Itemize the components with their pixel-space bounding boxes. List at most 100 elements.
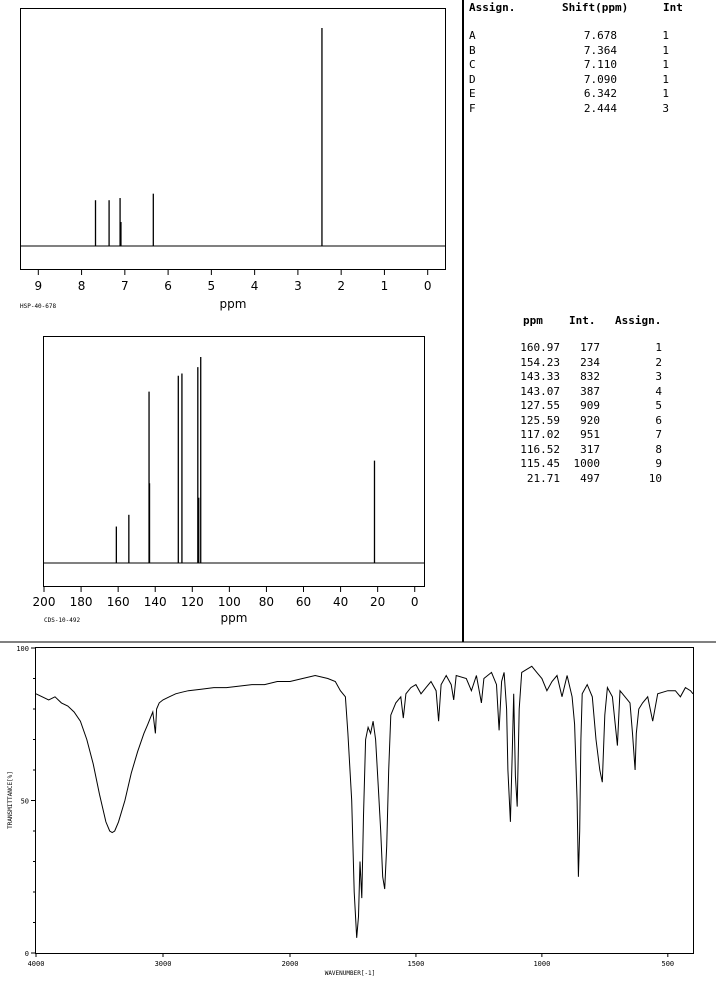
c-nmr-cell-ppm: 117.02 bbox=[520, 428, 560, 441]
c-nmr-tick-label: 100 bbox=[218, 595, 241, 609]
h-nmr-cell-assign: E bbox=[469, 87, 476, 100]
c-nmr-cell-int: 832 bbox=[580, 370, 600, 383]
h-nmr-cell-shift: 6.342 bbox=[583, 87, 617, 100]
h-nmr-header-int: Int bbox=[663, 1, 683, 14]
h-nmr-tick-label: 7 bbox=[121, 279, 129, 293]
c-nmr-cell-int: 920 bbox=[580, 413, 600, 427]
c-nmr-tick-label: 40 bbox=[333, 595, 348, 609]
table-row: B 7.364 1 bbox=[469, 44, 709, 59]
c-nmr-tick-label: 120 bbox=[181, 595, 204, 609]
table-row: 143.07 387 4 bbox=[505, 385, 705, 400]
h-nmr-cell-shift: 7.090 bbox=[583, 72, 617, 86]
c-nmr-tick-label: 180 bbox=[70, 595, 93, 609]
c-nmr-header-ppm: ppm bbox=[523, 314, 543, 327]
h-nmr-tick-label: 8 bbox=[78, 279, 86, 293]
h-nmr-xlabel: ppm bbox=[220, 297, 247, 311]
ir-transmittance-curve bbox=[35, 665, 694, 938]
h-nmr-cell-int: 3 bbox=[662, 101, 669, 115]
h-nmr-cell-int: 1 bbox=[662, 58, 669, 71]
c-nmr-cell-ppm: 154.23 bbox=[520, 355, 560, 369]
h-nmr-tick-label: 9 bbox=[34, 279, 42, 293]
ir-y-tick-label: 50 bbox=[21, 798, 29, 806]
table-row: 160.97 177 1 bbox=[505, 341, 705, 356]
table-row: F 2.444 3 bbox=[469, 102, 709, 117]
h-nmr-tick-label: 0 bbox=[424, 279, 432, 293]
table-row: 125.59 920 6 bbox=[505, 414, 705, 429]
table-row: 115.45 1000 9 bbox=[505, 457, 705, 472]
h-nmr-cell-assign: F bbox=[469, 101, 476, 115]
c-nmr-cell-int: 387 bbox=[580, 384, 600, 398]
c-nmr-cell-int: 317 bbox=[580, 442, 600, 456]
c-nmr-cell-assign: 10 bbox=[648, 471, 662, 485]
h-nmr-rows: A 7.678 1 B 7.364 1 C 7.110 1 D 7.090 1 E 6.342 1 F 2.44… bbox=[469, 29, 709, 116]
h-nmr-tick-label: 3 bbox=[294, 279, 302, 293]
h-nmr-tick-label: 5 bbox=[208, 279, 216, 293]
ir-x-tick-label: 500 bbox=[661, 960, 674, 968]
ir-frame bbox=[35, 647, 694, 954]
h-nmr-cell-int: 1 bbox=[662, 87, 669, 100]
h-nmr-cell-int: 1 bbox=[662, 43, 669, 57]
table-row: A 7.678 1 bbox=[469, 29, 709, 44]
h-nmr-frame bbox=[20, 8, 446, 270]
c-nmr-cell-assign: 7 bbox=[655, 428, 662, 441]
c-nmr-cell-int: 951 bbox=[580, 428, 600, 441]
c-nmr-header-int: Int. bbox=[569, 314, 596, 327]
c-nmr-cell-int: 234 bbox=[580, 355, 600, 369]
c-nmr-cell-int: 1000 bbox=[573, 457, 601, 470]
c-nmr-cell-assign: 4 bbox=[655, 384, 662, 398]
table-row: 143.33 832 3 bbox=[505, 370, 705, 385]
c-nmr-xlabel: ppm bbox=[221, 611, 248, 625]
c-nmr-tick-label: 80 bbox=[259, 595, 274, 609]
c-nmr-tick-label: 160 bbox=[107, 595, 130, 609]
h-nmr-tick-label: 6 bbox=[164, 279, 172, 293]
c-nmr-cell-assign: 9 bbox=[655, 457, 662, 470]
c-nmr-cell-ppm: 143.33 bbox=[520, 370, 560, 383]
h-nmr-tick-label: 2 bbox=[337, 279, 345, 293]
h-nmr-cell-assign: C bbox=[469, 58, 476, 71]
c-nmr-tick-label: 60 bbox=[296, 595, 311, 609]
c-nmr-tick-label: 140 bbox=[144, 595, 167, 609]
h-nmr-cell-int: 1 bbox=[662, 29, 669, 42]
h-nmr-cell-assign: B bbox=[469, 43, 476, 57]
h-nmr-tick-label: 4 bbox=[251, 279, 259, 293]
c-nmr-spectrum: 200 180 160 140 120 100 80 60 40 20 0 ppm CDS-10-4… bbox=[33, 336, 425, 625]
c-nmr-cell-int: 909 bbox=[580, 399, 600, 412]
ir-x-tick-label: 2000 bbox=[282, 960, 299, 968]
table-row: 154.23 234 2 bbox=[505, 356, 705, 371]
h-nmr-cell-assign: A bbox=[469, 29, 476, 42]
table-row: C 7.110 1 bbox=[469, 58, 709, 73]
h-nmr-cell-shift: 7.110 bbox=[583, 58, 617, 71]
c-nmr-tick-label: 200 bbox=[33, 595, 56, 609]
h-nmr-spectrum: 9 8 7 6 5 4 3 2 1 0 ppm HSP-40-678 bbox=[20, 8, 446, 311]
h-nmr-table: Assign. Shift(ppm) Int A 7.678 1 B 7.364 1 C 7.… bbox=[469, 1, 709, 121]
h-nmr-cell-shift: 7.678 bbox=[583, 29, 617, 42]
c-nmr-tick-label: 20 bbox=[370, 595, 385, 609]
c-nmr-cell-assign: 3 bbox=[655, 370, 662, 383]
table-row: 127.55 909 5 bbox=[505, 399, 705, 414]
c-nmr-cell-ppm: 160.97 bbox=[520, 341, 560, 354]
h-nmr-header-assign: Assign. bbox=[469, 1, 516, 14]
ir-x-tick-label: 3000 bbox=[155, 960, 172, 968]
c-nmr-cell-assign: 5 bbox=[655, 399, 662, 412]
h-nmr-tick-label: 1 bbox=[381, 279, 389, 293]
c-nmr-cell-int: 497 bbox=[580, 471, 600, 485]
c-nmr-tick-label: 0 bbox=[411, 595, 419, 609]
h-nmr-cell-int: 1 bbox=[662, 72, 669, 86]
ir-x-tick-label: 4000 bbox=[28, 960, 45, 968]
ir-x-tick-label: 1500 bbox=[408, 960, 425, 968]
ir-x-tick-label: 1000 bbox=[533, 960, 550, 968]
h-nmr-cell-assign: D bbox=[469, 72, 476, 86]
h-nmr-code: HSP-40-678 bbox=[20, 303, 57, 310]
c-nmr-code: CDS-10-492 bbox=[44, 617, 81, 624]
c-nmr-cell-assign: 8 bbox=[655, 442, 662, 456]
c-nmr-cell-ppm: 127.55 bbox=[520, 399, 560, 412]
table-row: D 7.090 1 bbox=[469, 73, 709, 88]
table-row: E 6.342 1 bbox=[469, 87, 709, 102]
ir-y-tick-label: 0 bbox=[25, 950, 29, 958]
c-nmr-cell-ppm: 21.71 bbox=[526, 471, 560, 485]
c-nmr-cell-assign: 1 bbox=[655, 341, 662, 354]
table-row: 21.71 497 10 bbox=[505, 472, 705, 487]
h-nmr-cell-shift: 7.364 bbox=[583, 43, 617, 57]
c-nmr-cell-ppm: 116.52 bbox=[520, 442, 560, 456]
